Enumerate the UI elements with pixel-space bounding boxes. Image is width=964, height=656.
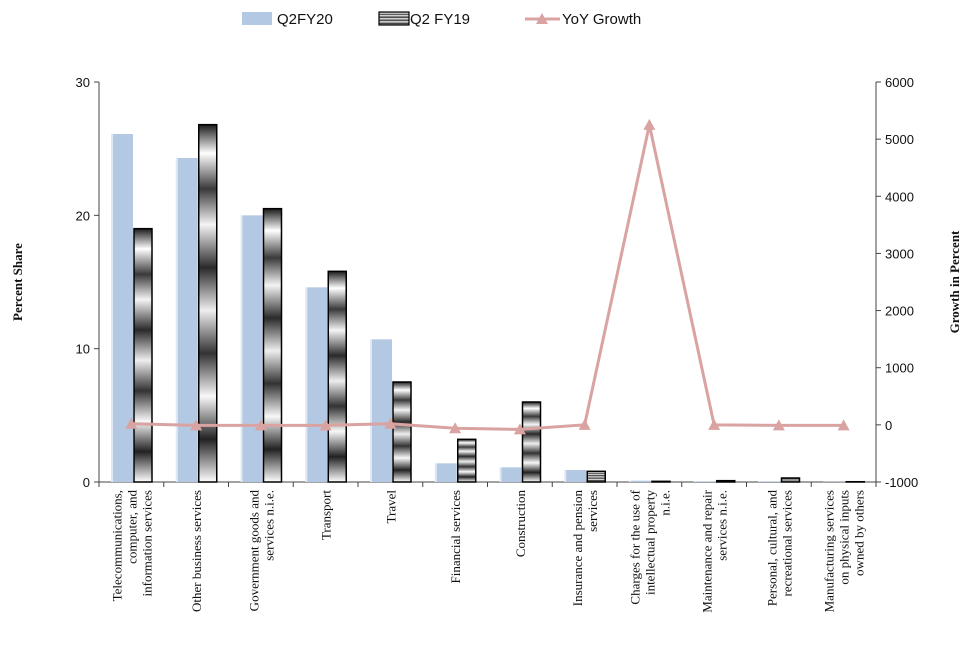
right-tick-label: 0: [885, 418, 892, 433]
legend-marker-yoy: [536, 13, 548, 24]
category-label: information services: [139, 490, 154, 597]
bar-q2fy20: [436, 463, 457, 482]
right-axis-ticks: -1000 0 1000 2000 3000 4000 5000 6000: [876, 75, 918, 490]
bar-q2fy20-shadow: [693, 481, 696, 482]
right-tick-label: 6000: [885, 75, 914, 90]
right-tick-label: 3000: [885, 246, 914, 261]
bar-q2fy19: [262, 207, 283, 483]
bar-q2fy20-shadow: [499, 467, 502, 482]
bar-q2fy20-shadow: [434, 463, 437, 482]
bar-q2fy20-shadow: [175, 158, 178, 482]
legend-label-yoy: YoY Growth: [562, 11, 641, 28]
left-tick-label: 0: [83, 475, 90, 490]
yoy-growth-polyline: [131, 124, 844, 431]
left-axis-title: Percent Share: [10, 243, 25, 321]
category-label: on physical inputs: [837, 490, 852, 585]
right-tick-label: 1000: [885, 361, 914, 376]
yoy-growth-marker: [643, 118, 656, 130]
yoy-growth-marker: [254, 419, 267, 431]
bar-q2fy19: [716, 479, 736, 483]
bar-q2fy20: [242, 215, 263, 483]
category-label: services n.i.e.: [715, 490, 730, 561]
legend-label-q2fy20: Q2FY20: [277, 11, 333, 28]
bar-q2fy19: [327, 270, 347, 483]
bar-q2fy20: [372, 339, 392, 482]
yoy-growth-marker: [513, 423, 526, 435]
bar-q2fy20: [307, 287, 328, 482]
left-tick-label: 10: [76, 342, 90, 357]
bar-q2fy19: [521, 401, 542, 483]
right-axis-title: Growth in Percent: [947, 230, 962, 333]
bar-q2fy20: [631, 480, 651, 482]
category-label: intellectual property: [642, 490, 657, 596]
legend-swatch-q2fy20: [242, 12, 272, 25]
right-tick-label: 4000: [885, 189, 914, 204]
bar-q2fy19: [392, 381, 412, 483]
left-axis-ticks: 0 10 20 30: [76, 75, 99, 490]
legend-label-q2fy19: Q2 FY19: [410, 11, 470, 28]
category-label: recreational services: [779, 490, 794, 596]
category-label: n.i.e.: [657, 490, 672, 516]
yoy-growth-marker: [125, 417, 138, 429]
bar-q2fy20-shadow: [111, 134, 113, 482]
yoy-growth-marker: [319, 419, 332, 431]
bar-q2fy20: [113, 134, 133, 482]
bar-q2fy20: [501, 467, 522, 482]
bar-q2fy20-shadow: [564, 470, 567, 482]
bar-q2fy20-shadow: [758, 481, 761, 482]
left-tick-label: 30: [76, 75, 90, 90]
bar-q2fy20: [695, 481, 716, 482]
category-label: Manufacturing services: [822, 490, 837, 612]
legend-swatch-q2fy19: [378, 11, 410, 26]
bar-q2fy19: [457, 438, 477, 483]
yoy-growth-marker: [384, 417, 397, 429]
bar-q2fy20: [566, 470, 587, 482]
category-label: Transport: [319, 490, 334, 540]
yoy-growth-marker: [578, 418, 591, 430]
bar-q2fy20-shadow: [629, 480, 631, 482]
right-tick-label: 5000: [885, 132, 914, 147]
right-tick-label: -1000: [885, 475, 918, 490]
yoy-growth-marker: [190, 419, 203, 431]
category-label: Telecommunications,: [109, 490, 124, 601]
bar-q2fy20-shadow: [240, 215, 243, 483]
bar-q2fy20-shadow: [305, 287, 308, 482]
category-label: Maintenance and repair: [700, 489, 715, 612]
category-label: Financial services: [448, 490, 463, 584]
yoy-growth-marker: [708, 418, 721, 430]
x-axis-ticks: [98, 482, 877, 487]
bar-q2fy20: [177, 158, 198, 482]
category-label: Other business services: [189, 490, 204, 612]
category-labels: Telecommunications, computer, and informat…: [109, 489, 866, 612]
bars: [111, 123, 865, 483]
category-label: Personal, cultural, and: [764, 490, 779, 607]
category-label: owned by others: [852, 490, 867, 576]
category-label: Insurance and pension: [570, 490, 585, 607]
yoy-growth-marker: [837, 419, 850, 431]
right-tick-label: 2000: [885, 304, 914, 319]
bar-q2fy19: [133, 227, 153, 483]
category-label: services n.i.e.: [261, 490, 276, 561]
yoy-growth-marker: [772, 419, 785, 431]
category-label: computer, and: [124, 490, 139, 564]
yoy-growth-line: [125, 118, 850, 435]
legend: Q2FY20 Q2 FY19 YoY Growth: [242, 11, 641, 28]
bar-q2fy19: [651, 480, 671, 483]
bar-q2fy20-shadow: [370, 339, 372, 482]
bar-q2fy20: [760, 481, 781, 482]
category-label: services: [585, 490, 600, 532]
category-label: Construction: [513, 490, 528, 558]
category-label: Travel: [383, 490, 398, 524]
left-tick-label: 20: [76, 208, 90, 223]
bar-q2fy19: [780, 477, 801, 483]
category-label: Charges for the use of: [627, 489, 642, 604]
bar-q2fy19: [586, 470, 606, 483]
bar-q2fy19: [198, 123, 218, 483]
category-label: Government goods and: [246, 490, 261, 612]
yoy-growth-marker: [449, 422, 462, 434]
